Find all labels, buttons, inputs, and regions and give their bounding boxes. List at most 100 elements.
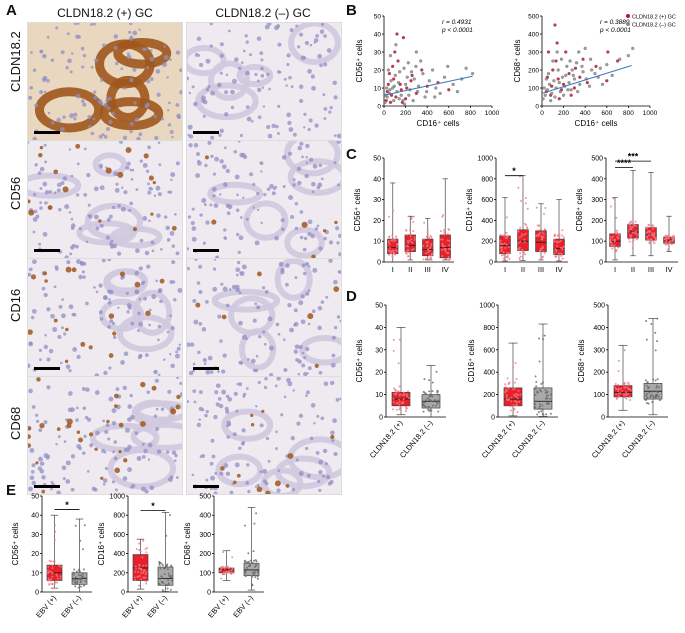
y-axis-label: CD16⁺ cells (467, 340, 476, 383)
nucleus (246, 463, 250, 467)
nucleus (227, 29, 231, 33)
box-point (425, 252, 428, 255)
nucleus (300, 294, 305, 299)
nucleus (320, 300, 325, 304)
scatter-point (464, 66, 468, 70)
box-point (134, 579, 137, 582)
box-point (648, 386, 651, 389)
nucleus (101, 448, 106, 453)
box-point (434, 399, 437, 402)
positive-cell (39, 423, 45, 429)
box-point (254, 576, 257, 579)
nucleus (223, 236, 227, 240)
nucleus (167, 123, 172, 127)
category-label: IV (665, 265, 672, 274)
nucleus (28, 272, 32, 277)
nucleus (226, 211, 231, 216)
nucleus (288, 127, 294, 132)
nucleus (174, 213, 177, 216)
box-point (536, 224, 539, 227)
nucleus (197, 350, 201, 355)
box-point (430, 236, 433, 239)
nucleus (156, 213, 161, 218)
positive-cell (176, 394, 181, 400)
box-point (252, 559, 255, 562)
box-point (518, 257, 521, 260)
nucleus (38, 428, 43, 432)
nucleus (298, 300, 304, 306)
box-point (513, 407, 516, 410)
nucleus (125, 165, 130, 170)
nucleus (263, 342, 267, 346)
box-point (650, 322, 653, 325)
positive-cell (28, 209, 35, 216)
nucleus (330, 430, 335, 435)
nucleus (212, 194, 216, 198)
box-point (615, 258, 618, 261)
scatter-point (394, 43, 398, 47)
box-point (504, 254, 507, 257)
box-point (404, 410, 407, 413)
nucleus (275, 124, 279, 129)
nucleus (125, 291, 129, 295)
box (627, 224, 639, 239)
nucleus (301, 363, 306, 368)
box-point (507, 246, 510, 249)
nucleus (75, 34, 80, 39)
nucleus (329, 106, 333, 110)
nucleus (280, 270, 285, 275)
nucleus (188, 143, 193, 148)
nucleus (112, 450, 116, 454)
nucleus (28, 95, 33, 100)
nucleus (129, 35, 133, 39)
nucleus (318, 470, 323, 475)
nucleus (80, 46, 85, 51)
scatter-point (569, 88, 573, 92)
box-point (630, 226, 633, 229)
box-point (251, 562, 254, 565)
box-point (428, 409, 431, 412)
box-point (409, 233, 412, 236)
nucleus (81, 270, 85, 274)
scatter-point (386, 82, 390, 87)
gland (104, 268, 149, 294)
positive-cell (94, 447, 98, 451)
box-point (405, 245, 408, 248)
box-point (537, 411, 540, 414)
panel-letter-d: D (346, 288, 357, 305)
positive-cell (38, 152, 43, 158)
ihc-tile (27, 376, 183, 495)
nucleus (142, 216, 148, 221)
scatter-point (590, 68, 594, 72)
positive-cell (114, 467, 121, 474)
positive-cell (53, 318, 58, 323)
nucleus (127, 305, 132, 310)
gland (207, 181, 264, 206)
y-tick-label: 20 (375, 370, 383, 377)
box-point (510, 409, 513, 412)
box-point (629, 389, 632, 392)
box-point (555, 249, 558, 252)
nucleus (144, 250, 150, 256)
nucleus (68, 148, 72, 151)
nucleus (170, 363, 175, 369)
nucleus (306, 473, 311, 478)
box-point (656, 378, 659, 381)
box-point (656, 391, 659, 394)
nucleus (93, 186, 99, 192)
nucleus (333, 95, 338, 100)
box-point (437, 393, 440, 396)
nucleus (307, 219, 313, 225)
box-point (139, 574, 142, 577)
positive-cell (108, 313, 115, 319)
nucleus (267, 459, 271, 463)
nucleus (210, 135, 215, 140)
nucleus (127, 404, 133, 409)
box-point (441, 245, 444, 248)
nucleus (85, 301, 89, 306)
gland (187, 45, 227, 77)
box-point (388, 246, 391, 249)
box-point (427, 251, 430, 254)
nucleus (156, 92, 161, 97)
y-tick-label: 40 (374, 32, 382, 39)
